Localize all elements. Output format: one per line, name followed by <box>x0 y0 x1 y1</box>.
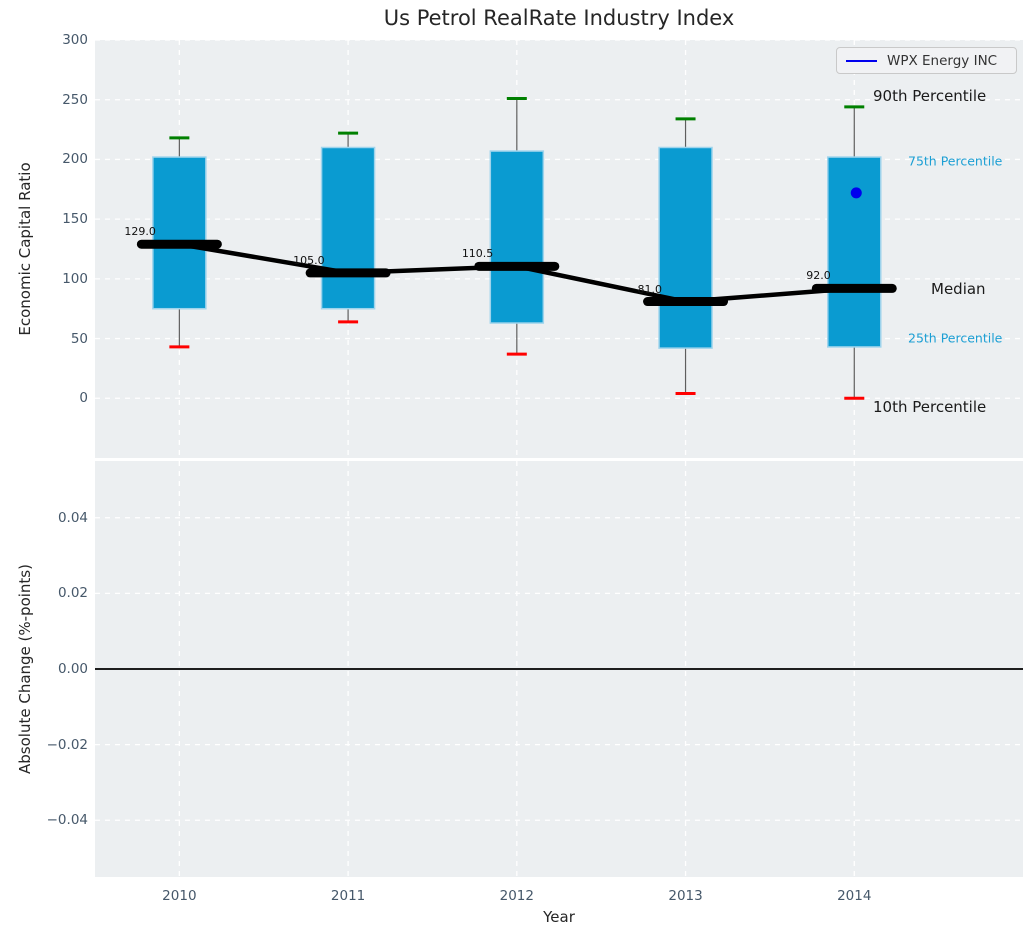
iqr-box-2013 <box>658 146 713 349</box>
median-value-label-2013: 81.0 <box>637 282 663 296</box>
top-ytick-label-250: 250 <box>62 91 88 108</box>
bottom-ytick-label-0.00: 0.00 <box>57 661 88 677</box>
xtick-label-2011: 2011 <box>330 888 366 904</box>
top-ytick-label-150: 150 <box>62 211 88 228</box>
median-value-label-2014: 92.0 <box>806 269 831 283</box>
bottom-ytick-label-−0.04: −0.04 <box>46 812 88 829</box>
annotation-90th-percentile: 90th Percentile <box>873 87 987 105</box>
xtick-label-2013: 2013 <box>668 888 703 904</box>
iqr-box-2014 <box>827 156 882 348</box>
x-axis-label: Year <box>543 908 575 926</box>
annotation-median: Median <box>931 280 986 298</box>
iqr-box-2010 <box>152 156 207 310</box>
top-ytick-label-50: 50 <box>70 330 88 347</box>
top-y-axis-label: Economic Capital Ratio <box>16 162 34 336</box>
xtick-label-2014: 2014 <box>837 888 872 904</box>
median-value-label-2012: 110.5 <box>461 247 494 261</box>
iqr-box-2011 <box>320 146 376 310</box>
annotation-10th-percentile: 10th Percentile <box>873 398 987 416</box>
bottom-ytick-label-−0.02: −0.02 <box>46 736 88 753</box>
bottom-ytick-label-0.04: 0.04 <box>57 509 88 526</box>
xtick-label-2012: 2012 <box>499 888 534 904</box>
median-value-label-2011: 105.0 <box>293 253 325 267</box>
median-value-label-2010: 129.0 <box>124 225 156 239</box>
legend-label: WPX Energy INC <box>887 52 998 69</box>
annotation-75th-percentile: 75th Percentile <box>908 153 1003 169</box>
bottom-y-axis-label: Absolute Change (%-points) <box>16 564 34 774</box>
top-ytick-label-300: 300 <box>62 32 88 48</box>
bottom-ytick-label-0.02: 0.02 <box>57 585 88 602</box>
legend-line-icon <box>846 59 877 62</box>
top-ytick-label-100: 100 <box>62 270 88 287</box>
top-ytick-label-200: 200 <box>62 151 88 168</box>
xtick-label-2010: 2010 <box>162 888 197 904</box>
annotation-25th-percentile: 25th Percentile <box>908 330 1003 346</box>
company-marker-2014 <box>850 187 862 199</box>
chart-title: Us Petrol RealRate Industry Index <box>383 6 735 30</box>
top-ytick-label-0: 0 <box>79 390 88 407</box>
iqr-box-2012 <box>489 150 545 324</box>
legend-box: WPX Energy INC <box>836 47 1017 74</box>
